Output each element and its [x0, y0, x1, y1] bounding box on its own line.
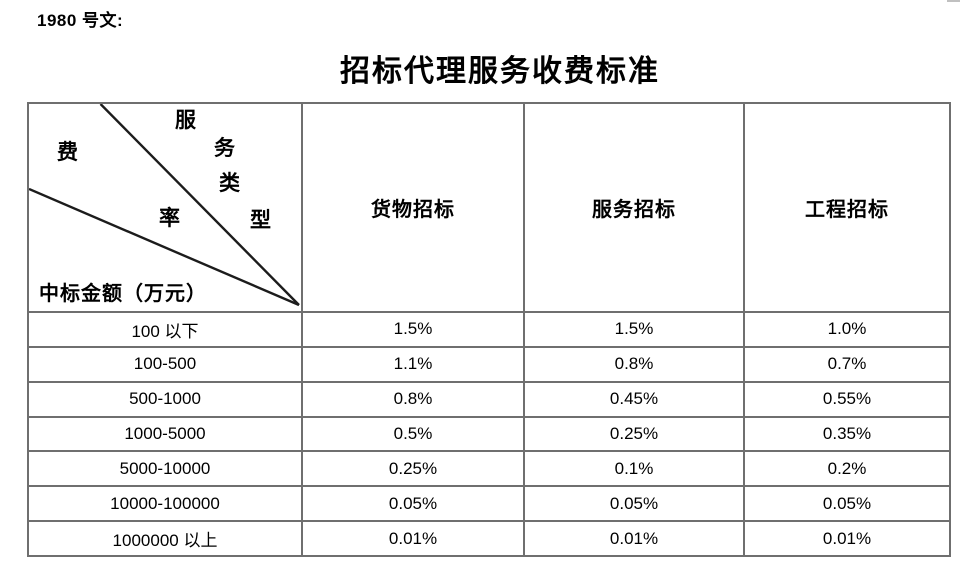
- rate-cell: 0.2%: [743, 450, 949, 486]
- rate-cell: 0.05%: [301, 485, 523, 521]
- corner-label-service-type-char-4: 型: [250, 208, 271, 232]
- document-number-label: 1980 号文:: [37, 11, 124, 30]
- rate-cell: 0.25%: [301, 450, 523, 486]
- amount-cell: 10000-100000: [29, 485, 301, 520]
- amount-cell: 1000000 以上: [29, 520, 301, 555]
- rate-cell: 1.0%: [743, 311, 949, 346]
- rate-cell: 0.45%: [523, 380, 743, 416]
- amount-cell: 1000-5000: [29, 415, 301, 451]
- scan-artifact: [947, 0, 960, 2]
- rate-cell: 1.5%: [523, 311, 743, 346]
- amount-cell: 100 以下: [29, 311, 301, 346]
- column-header-service: 服务招标: [523, 104, 743, 311]
- column-header-goods: 货物招标: [301, 104, 523, 311]
- rate-cell: 1.1%: [301, 345, 523, 381]
- corner-label-service-type-char-2: 务: [214, 136, 235, 160]
- corner-label-amount: 中标金额（万元）: [39, 283, 207, 305]
- page-title: 招标代理服务收费标准: [340, 55, 660, 88]
- rate-cell: 0.05%: [523, 485, 743, 521]
- corner-label-service-type-char-1: 服: [175, 108, 196, 132]
- amount-cell: 100-500: [29, 345, 301, 381]
- column-header-engineering: 工程招标: [743, 104, 949, 311]
- fee-standard-table: 费 率 服 务 类 型 中标金额（万元） 货物招标 服务招标 工程招标 100 …: [27, 102, 951, 557]
- diagonal-header-cell: 费 率 服 务 类 型 中标金额（万元）: [29, 104, 301, 311]
- corner-label-rate: 率: [159, 206, 180, 230]
- rate-cell: 0.35%: [743, 415, 949, 451]
- diagonal-lines-icon: [29, 104, 300, 307]
- rate-cell: 0.25%: [523, 415, 743, 451]
- corner-label-fee: 费: [57, 140, 78, 164]
- amount-cell: 500-1000: [29, 380, 301, 416]
- rate-cell: 0.05%: [743, 485, 949, 521]
- rate-cell: 0.55%: [743, 380, 949, 416]
- rate-cell: 0.1%: [523, 450, 743, 486]
- rate-cell: 0.5%: [301, 415, 523, 451]
- corner-label-service-type-char-3: 类: [219, 171, 240, 195]
- rate-cell: 0.8%: [523, 345, 743, 381]
- rate-cell: 0.01%: [301, 520, 523, 555]
- rate-cell: 0.8%: [301, 380, 523, 416]
- rate-cell: 0.01%: [523, 520, 743, 555]
- amount-cell: 5000-10000: [29, 450, 301, 485]
- rate-cell: 0.01%: [743, 520, 949, 555]
- rate-cell: 1.5%: [301, 311, 523, 346]
- rate-cell: 0.7%: [743, 345, 949, 381]
